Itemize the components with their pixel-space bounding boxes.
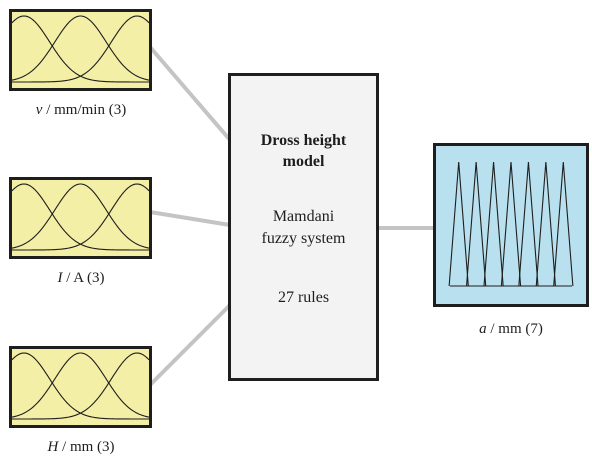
input-v-label: v / mm/min (3) [0, 102, 181, 119]
gaussian-mf-curve [12, 15, 149, 83]
gaussian-mf-curve [12, 183, 149, 251]
input-h-symbol: H [47, 439, 59, 455]
input-i-unit: / A (3) [62, 270, 105, 286]
input-h-membership-box [9, 346, 152, 428]
output-a-unit: / mm (7) [486, 321, 543, 337]
connector-i-to-model [149, 210, 231, 227]
model-box: Dross height model Mamdani fuzzy system … [228, 73, 379, 381]
gaussian-mf-curve [12, 352, 149, 420]
input-h-label: H / mm (3) [0, 439, 181, 456]
model-type-line2: fuzzy system [261, 230, 346, 247]
gaussian-mf-curve [12, 15, 149, 83]
triangular-mf-curve [466, 161, 487, 287]
triangular-mf-curve [535, 161, 556, 287]
input-v-membership-box [9, 9, 152, 91]
model-rules: 27 rules [277, 289, 330, 306]
input-i-membership-box [9, 177, 152, 259]
triangular-mf-curve [500, 161, 522, 287]
output-a-label: a / mm (7) [411, 321, 592, 338]
connector-h-to-model [148, 303, 232, 387]
triangular-mf-curve [448, 161, 469, 287]
input-i-symbol: I [57, 270, 63, 286]
gaussian-mf-curve [12, 183, 149, 249]
mf-curves [12, 15, 149, 83]
output-a-membership-box [433, 143, 589, 307]
mf-curves [12, 352, 149, 420]
triangular-mf-curve [483, 161, 504, 287]
connector-v-to-model [148, 45, 232, 142]
gaussian-mf-curve [12, 352, 149, 418]
triangular-mf-curve [553, 161, 574, 287]
gaussian-mf-curve [12, 15, 149, 81]
gaussian-mf-curve [12, 352, 149, 420]
input-i-label: I / A (3) [0, 270, 181, 287]
model-title-line1: Dross height [260, 132, 347, 149]
output-a-symbol: a [479, 321, 487, 337]
input-h-unit: / mm (3) [58, 439, 115, 455]
input-v-unit: / mm/min (3) [42, 102, 127, 118]
input-v-symbol: v [35, 102, 43, 118]
mf-curves [12, 183, 149, 251]
triangular-mf-curve [518, 161, 539, 287]
gaussian-mf-curve [12, 183, 149, 251]
model-type-line1: Mamdani [272, 208, 335, 225]
model-title-line2: model [282, 153, 325, 170]
mf-curves [448, 161, 574, 287]
model-type: Mamdani fuzzy system [241, 206, 366, 250]
model-title: Dross height model [231, 130, 376, 172]
